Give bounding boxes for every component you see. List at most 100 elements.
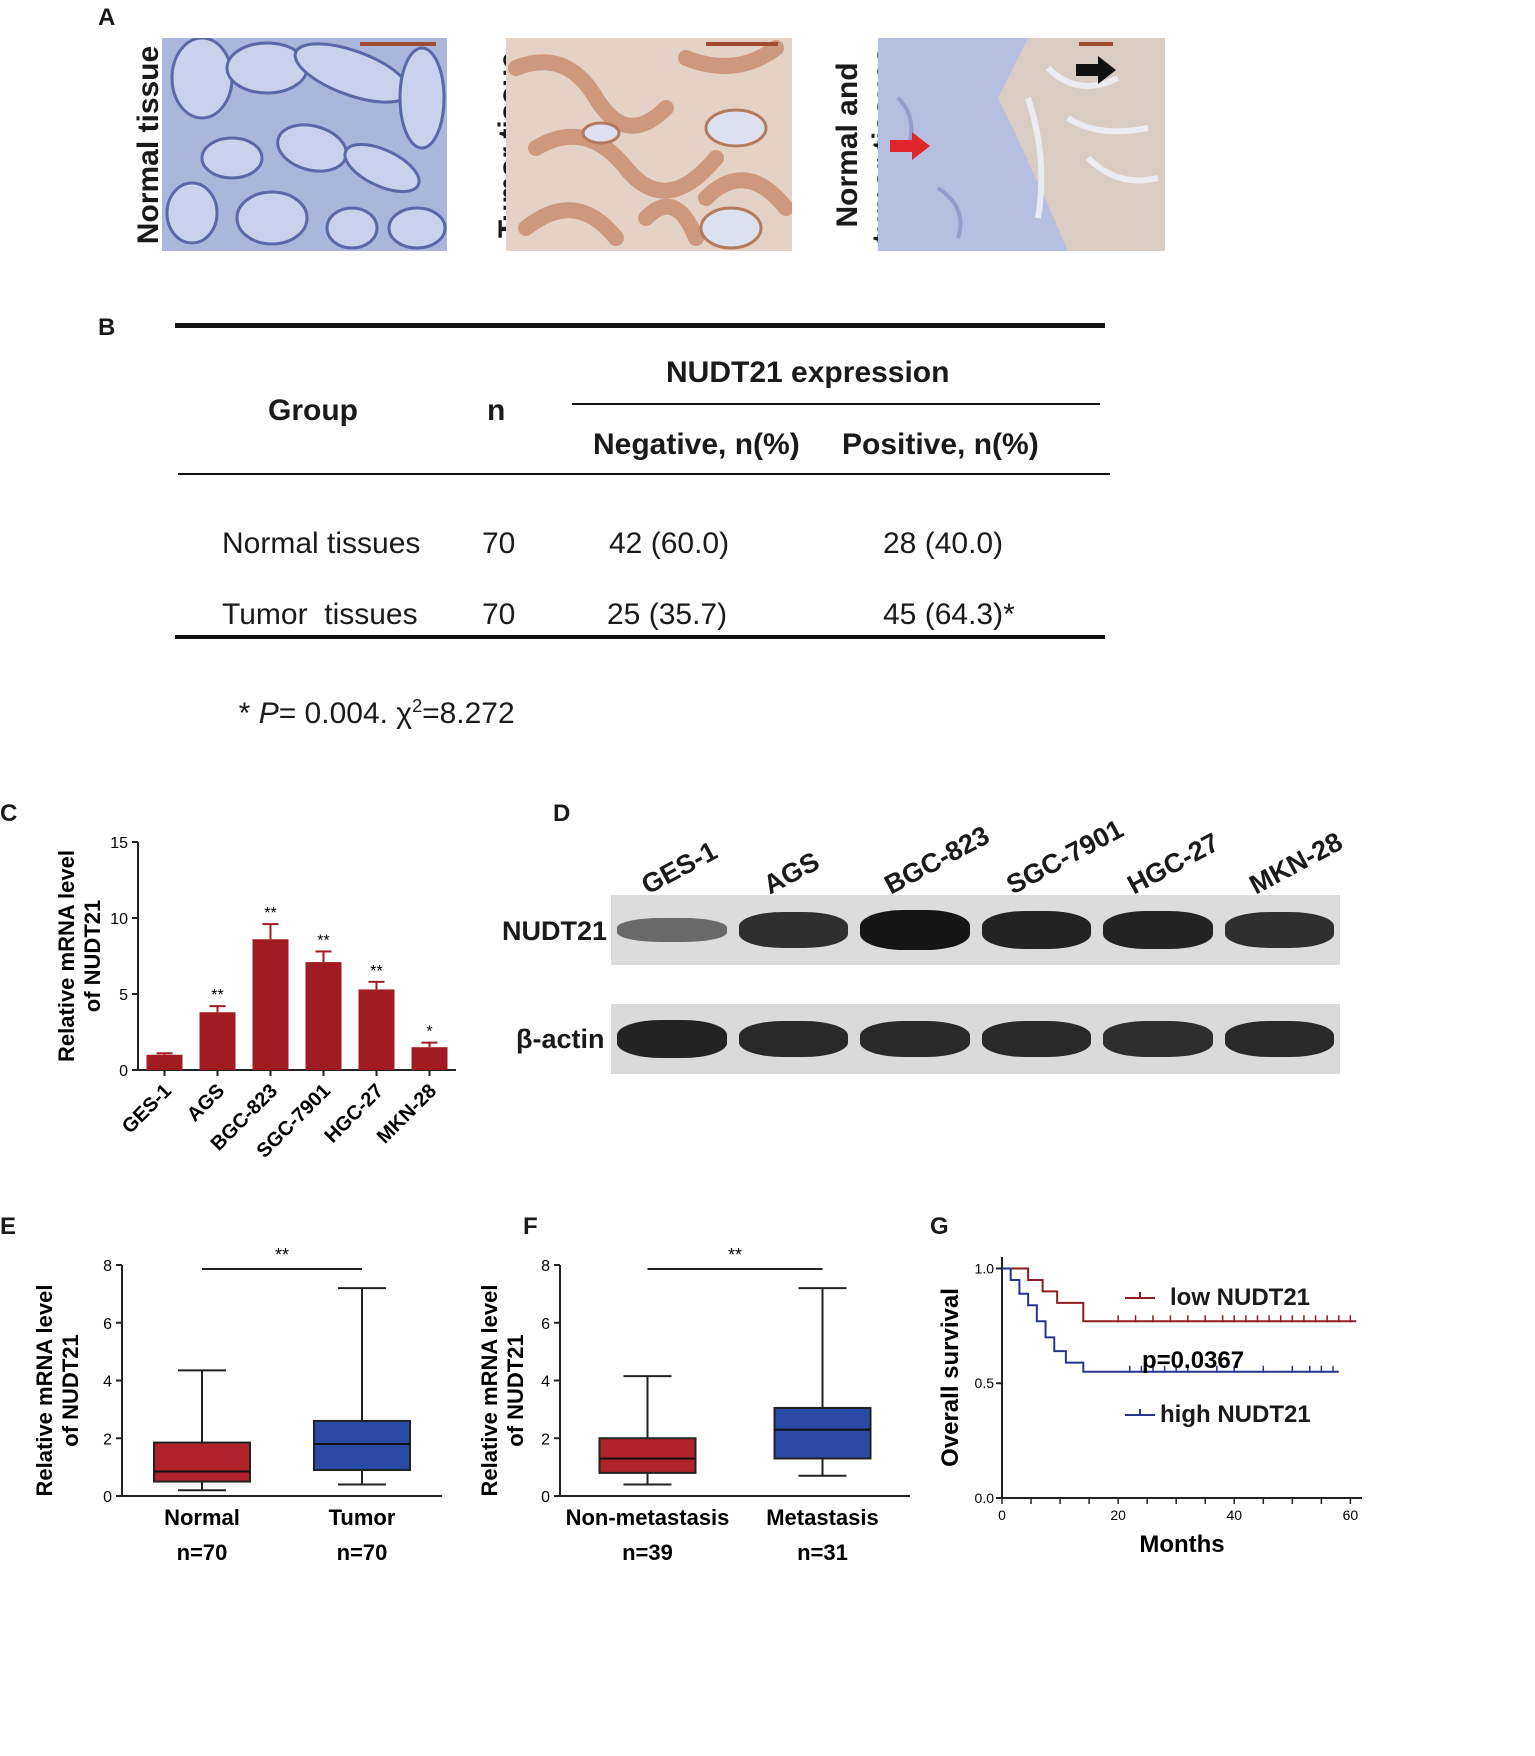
footnote-p: P: [258, 697, 279, 730]
caption-normal-and: Normal and: [831, 62, 864, 228]
box-plot-normal-tumor: 0 2 4 6 8 Relative mRNA levelof NUDT21 Normal n…: [32, 1245, 442, 1565]
y-tick-label: 6: [541, 1316, 550, 1333]
bar: [305, 962, 342, 1070]
survival-line: [1002, 1267, 1339, 1373]
x-tick-label: Normal: [164, 1505, 240, 1530]
blot-lane-label: AGS: [757, 846, 824, 901]
tumor-tissue-texture: [506, 38, 792, 251]
scale-bar: [706, 42, 778, 46]
scale-bar: [1079, 42, 1113, 46]
blot-lane-label: SGC-7901: [1000, 813, 1128, 901]
blot-nudt21-label: NUDT21: [502, 916, 608, 946]
blot-band: [738, 912, 848, 948]
blot-band: [1224, 1020, 1334, 1058]
western-blot: NUDT21 β-actin GES-1 AGS BGC-823 SGC-7901 HG…: [490, 800, 1535, 1080]
y-tick-label: 1.0: [975, 1260, 995, 1276]
panel-label-c: C: [0, 800, 18, 827]
bar: [146, 1054, 183, 1070]
footnote-sup: 2: [412, 696, 423, 716]
micrograph-tumor-tissue: [506, 38, 792, 251]
caption-normal-tissue: Normal tissue: [132, 45, 165, 245]
count-label: n=39: [622, 1540, 673, 1565]
significance-mark: **: [275, 1245, 289, 1265]
bar: [252, 939, 289, 1070]
blot-lane-label: GES-1: [636, 835, 723, 901]
significance-mark: **: [317, 932, 329, 949]
y-tick-label: 10: [110, 911, 128, 928]
header-positive: Positive, n(%): [842, 428, 1039, 461]
header-nudt21-expression: NUDT21 expression: [666, 356, 950, 389]
x-tick-label: GES-1: [118, 1080, 176, 1138]
y-tick-label: 8: [541, 1258, 550, 1275]
panel-label-b: B: [98, 314, 116, 341]
x-tick-label: AGS: [183, 1080, 229, 1126]
blot-band: [617, 1020, 727, 1058]
blot-lane-label: HGC-27: [1122, 827, 1224, 901]
y-tick-label: 15: [110, 835, 128, 852]
bar-chart-relative-mrna: 0 5 10 15 Relative mRNA levelof NUDT21 GES-1 *…: [54, 835, 456, 1160]
x-tick-label: Tumor: [329, 1505, 396, 1530]
y-axis-label-line: of NUDT21: [58, 1334, 83, 1446]
p-value-annotation: p=0.0367: [1142, 1347, 1244, 1374]
panel-label-g: G: [930, 1213, 949, 1240]
panel-label-f: F: [523, 1213, 538, 1240]
header-negative: Negative, n(%): [593, 428, 800, 461]
significance-mark: **: [264, 905, 276, 922]
x-tick-label: Non-metastasis: [566, 1505, 730, 1530]
row-tumor-n: 70: [482, 598, 516, 631]
box: [773, 1406, 872, 1460]
row-tumor-group: Tumor tissues: [222, 598, 418, 631]
table-top-rule: [175, 323, 1105, 328]
significance-mark: *: [426, 1024, 432, 1041]
x-tick-label: 40: [1226, 1507, 1242, 1523]
blot-lane-label: BGC-823: [879, 820, 995, 901]
y-tick-label: 0: [119, 1063, 128, 1080]
y-tick-label: 5: [119, 987, 128, 1004]
significance-mark: **: [370, 963, 382, 980]
y-axis-label-line: Relative mRNA level: [477, 1285, 502, 1497]
row-normal-negative: 42 (60.0): [609, 527, 730, 560]
blot-band: [1224, 912, 1334, 948]
box: [153, 1441, 251, 1483]
micrograph-normal-tissue: [162, 38, 447, 251]
count-label: n=31: [797, 1540, 848, 1565]
blot-lane-label: MKN-28: [1243, 826, 1347, 901]
box: [598, 1437, 697, 1474]
y-tick-label: 8: [103, 1258, 112, 1275]
y-tick-label: 0: [541, 1489, 550, 1506]
header-n: n: [487, 394, 506, 427]
footnote-star: *: [238, 697, 259, 730]
panel-label-d: D: [553, 800, 571, 827]
y-axis-label: Relative mRNA levelof NUDT21: [54, 850, 105, 1062]
blot-membrane-nudt21: [611, 895, 1340, 965]
micrograph-normal-and-tumor: [878, 38, 1165, 251]
bar: [358, 989, 395, 1070]
count-label: n=70: [337, 1540, 388, 1565]
normal-tissue-glands: [162, 38, 447, 251]
mixed-tissue-texture: [878, 38, 1165, 251]
blot-band: [860, 910, 970, 950]
legend-label: low NUDT21: [1170, 1284, 1310, 1311]
scale-bar: [360, 42, 436, 46]
blot-membrane-actin: [611, 1004, 1340, 1074]
survival-curve: 0.0 0.5 1.0 0 20 40 60 Months Overall survival lo…: [937, 1257, 1362, 1558]
blot-band: [738, 1020, 848, 1058]
significance-mark: **: [728, 1245, 742, 1265]
bar: [199, 1012, 236, 1070]
blot-band: [1103, 911, 1213, 949]
panel-label-a: A: [98, 4, 116, 31]
y-axis-label-line: Relative mRNA level: [54, 850, 79, 1062]
bar: [411, 1047, 448, 1070]
y-axis-label: Overall survival: [937, 1288, 964, 1467]
box: [313, 1419, 411, 1472]
blot-band: [981, 1020, 1091, 1058]
legend-label: high NUDT21: [1160, 1401, 1311, 1428]
table-footnote: * P= 0.004. χ2=8.272: [222, 662, 515, 731]
row-tumor-negative: 25 (35.7): [607, 598, 728, 631]
y-tick-label: 0.0: [975, 1490, 995, 1506]
x-tick-label: 0: [998, 1507, 1006, 1523]
red-arrow-icon: [890, 132, 930, 160]
count-label: n=70: [177, 1540, 228, 1565]
y-tick-label: 2: [541, 1431, 550, 1448]
row-normal-positive: 28 (40.0): [883, 527, 1004, 560]
